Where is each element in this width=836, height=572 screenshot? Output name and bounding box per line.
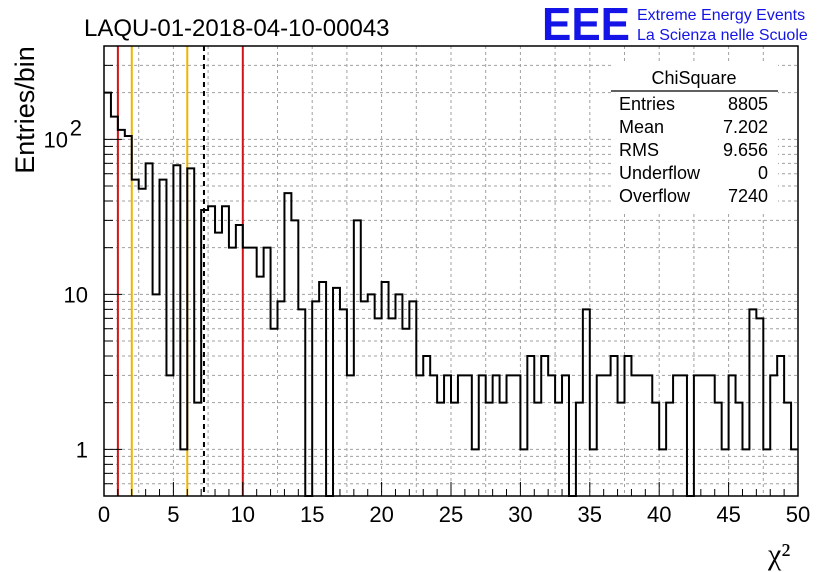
stats-box: ChiSquare Entries 8805 Mean 7.202 RMS 9.656 Un… [611, 64, 778, 212]
x-tick-label: 30 [508, 502, 532, 527]
logo-line2: La Scienza nelle Scuole [637, 27, 808, 44]
stats-row-label: Overflow [619, 186, 691, 206]
y-tick-label-exponent: 2 [70, 115, 82, 140]
stats-row-value: 7240 [728, 186, 768, 206]
stats-row-value: 7.202 [723, 117, 768, 137]
stats-row-label: RMS [619, 140, 659, 160]
stats-row-label: Entries [619, 94, 675, 114]
x-tick-label: 10 [231, 502, 255, 527]
x-tick-labels: 0 5 10 15 20 25 30 35 40 45 50 [98, 502, 810, 527]
stats-box-bg [611, 64, 778, 212]
x-tick-label: 5 [167, 502, 179, 527]
logo-mark: EEE [542, 0, 630, 50]
axis-ticks [103, 45, 799, 497]
stats-row-label: Underflow [619, 163, 701, 183]
stats-row-value: 9.656 [723, 140, 768, 160]
x-tick-label: 25 [439, 502, 463, 527]
y-tick-label: 1 [76, 437, 88, 462]
logo-line1: Extreme Energy Events [637, 7, 805, 24]
stats-row-value: 0 [758, 163, 768, 183]
x-axis-label: χ² [767, 538, 790, 571]
stats-row-value: 8805 [728, 94, 768, 114]
y-tick-label: 10 [44, 127, 68, 152]
stats-row-label: Mean [619, 117, 664, 137]
x-tick-label: 20 [369, 502, 393, 527]
y-tick-label: 10 [64, 282, 88, 307]
x-tick-label: 45 [716, 502, 740, 527]
stats-rows: Entries 8805 Mean 7.202 RMS 9.656 Underflow 0 Ov… [619, 94, 768, 206]
x-tick-label: 15 [300, 502, 324, 527]
x-tick-label: 50 [786, 502, 810, 527]
x-tick-label: 0 [98, 502, 110, 527]
logo: EEE Extreme Energy Events La Scienza nel… [542, 0, 808, 50]
chart-title: LAQU-01-2018-04-10-00043 [84, 15, 390, 42]
x-tick-label: 40 [647, 502, 671, 527]
y-axis-label: Entries/bin [10, 46, 40, 174]
histogram-line [104, 91, 798, 497]
x-tick-label: 35 [578, 502, 602, 527]
vertical-lines [116, 46, 244, 496]
stats-title: ChiSquare [651, 68, 736, 88]
